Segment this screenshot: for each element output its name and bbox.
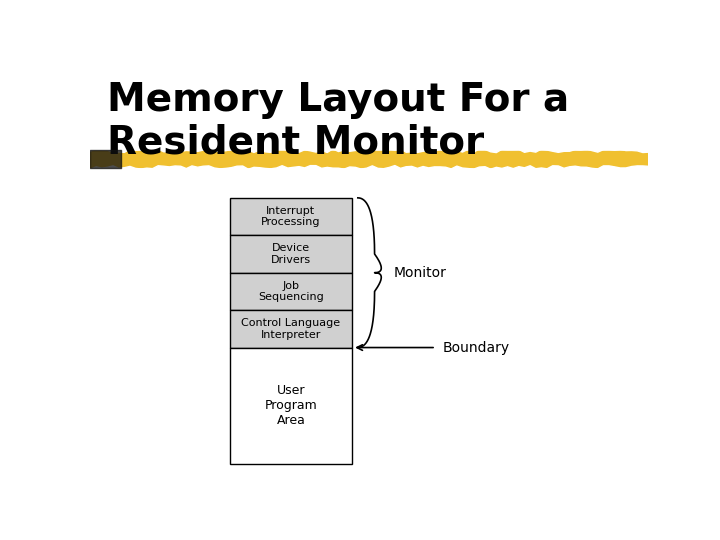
Text: Control Language
Interpreter: Control Language Interpreter <box>241 318 341 340</box>
Text: Boundary: Boundary <box>443 341 510 355</box>
Bar <box>230 198 352 235</box>
Bar <box>230 310 352 348</box>
Text: Device
Drivers: Device Drivers <box>271 243 311 265</box>
Bar <box>230 273 352 310</box>
Text: Memory Layout For a
Resident Monitor: Memory Layout For a Resident Monitor <box>107 82 569 162</box>
Bar <box>230 348 352 464</box>
Text: Interrupt
Processing: Interrupt Processing <box>261 206 320 227</box>
Text: User
Program
Area: User Program Area <box>264 384 318 427</box>
Bar <box>230 235 352 273</box>
Text: Job
Sequencing: Job Sequencing <box>258 281 324 302</box>
Text: Monitor: Monitor <box>394 266 447 280</box>
Bar <box>90 151 648 167</box>
